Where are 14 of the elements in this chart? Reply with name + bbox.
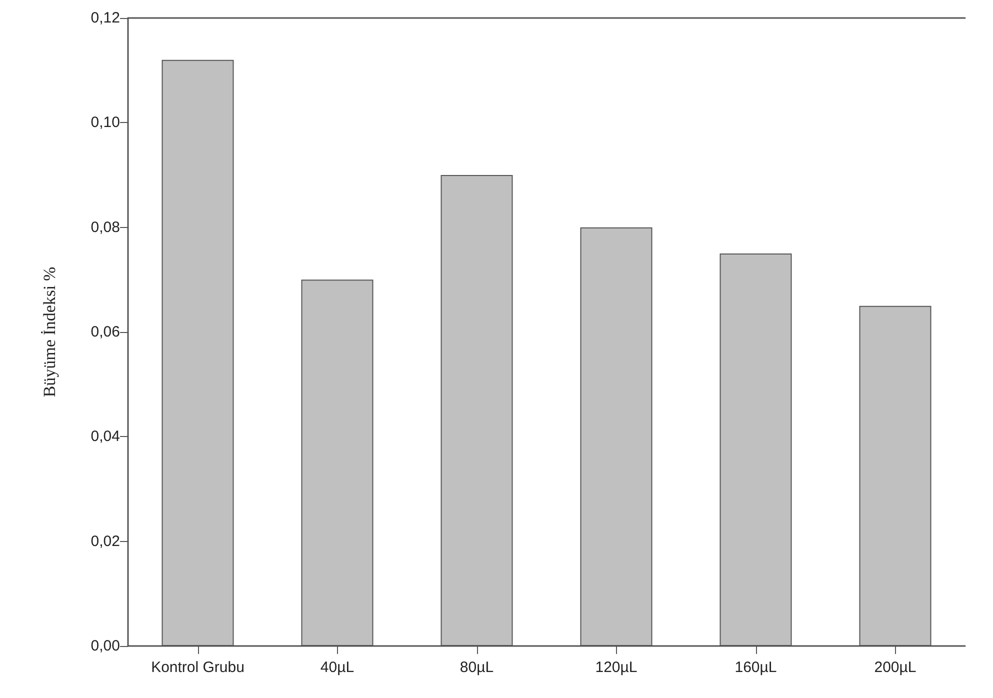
y-tick-label: 0,10 [90,114,120,132]
y-tick-label: 0,08 [90,218,120,236]
x-tick-label: 160µL [734,659,777,676]
y-tick-label: 0,00 [90,638,120,654]
x-tick-label: 80µL [460,659,494,676]
y-tick-label: 0,04 [90,428,120,446]
x-tick-label: 120µL [595,659,638,676]
x-tick-label: 40µL [320,659,354,676]
y-tick-label: 0,02 [90,532,120,550]
x-tick-label: Kontrol Grubu [151,659,244,676]
y-tick-label: 0,12 [90,10,120,26]
x-tick-label: 200µL [874,659,916,676]
y-axis-title: Büyüme İndeksi % [40,266,59,398]
y-tick-label: 0,06 [90,324,120,340]
